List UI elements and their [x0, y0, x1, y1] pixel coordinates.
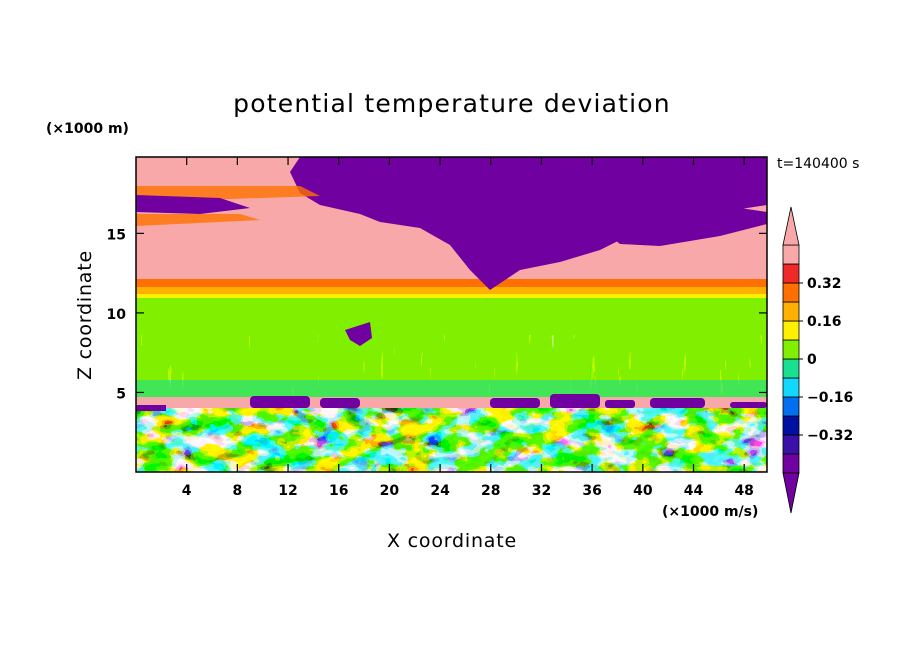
- red-stripe: [136, 279, 767, 287]
- colorbar-segment: [782, 301, 800, 322]
- mid-purple-blob: [345, 322, 372, 346]
- colorbar-segment: [782, 244, 800, 265]
- x-tick-label: 8: [232, 483, 242, 499]
- colorbar-segment: [782, 282, 800, 303]
- colorbar-segment: [782, 434, 800, 455]
- upper-left-streaks: [136, 186, 320, 226]
- x-ticks: 4 8 12 16 20 24 28 32 36 40 44 48: [182, 157, 754, 499]
- x-tick-label: 24: [430, 483, 450, 499]
- x-tick-label: 12: [278, 483, 297, 499]
- x-tick-label: 32: [532, 483, 551, 499]
- x-tick-label: 20: [380, 483, 400, 499]
- x-axis-label: X coordinate: [387, 530, 517, 552]
- y-axis-label: Z coordinate: [74, 250, 96, 380]
- x-unit-label: (×1000 m/s): [662, 504, 758, 520]
- y-tick-label: 10: [107, 307, 127, 323]
- pink-low-layer: [136, 397, 767, 408]
- heatmap-field: [136, 157, 767, 472]
- colorbar-label: 0.16: [807, 314, 842, 330]
- lower-turbulent-band: [136, 408, 767, 472]
- upper-purple-region: [290, 157, 767, 290]
- colorbar-segment: [782, 453, 800, 474]
- colorbar-segment: [782, 415, 800, 436]
- y-unit-label: (×1000 m): [46, 121, 129, 137]
- time-label: t=140400 s: [777, 156, 859, 172]
- y-tick-label: 15: [107, 227, 126, 243]
- colorbar-segment: [782, 339, 800, 360]
- colorbar-segment: [782, 263, 800, 284]
- orange-stripe: [136, 287, 767, 294]
- colorbar-extend-top: [782, 206, 800, 246]
- x-tick-label: 40: [633, 483, 653, 499]
- colorbar-label: 0.32: [807, 276, 842, 292]
- colorbar: 0.32 0.16 0 −0.16 −0.32: [782, 206, 853, 514]
- x-tick-label: 28: [481, 483, 500, 499]
- x-tick-label: 44: [684, 483, 704, 499]
- colorbar-label: −0.32: [807, 428, 853, 444]
- colorbar-segment: [782, 396, 800, 417]
- colorbar-label: 0: [807, 352, 817, 368]
- x-tick-label: 48: [734, 483, 753, 499]
- x-tick-label: 4: [182, 483, 192, 499]
- upper-left-purple-blob: [136, 195, 250, 214]
- colorbar-extend-bottom: [782, 472, 800, 514]
- colorbar-segment: [782, 358, 800, 379]
- colorbar-segment: [782, 320, 800, 341]
- colorbar-label: −0.16: [807, 390, 853, 406]
- y-ticks: 5 10 15: [107, 227, 767, 402]
- chart-title: potential temperature deviation: [233, 89, 671, 118]
- mid-lower-patch: [136, 380, 767, 397]
- y-tick-label: 5: [116, 386, 126, 402]
- upper-purple-region-right: [600, 208, 767, 246]
- low-purple-blobs: [136, 394, 767, 411]
- plot-frame: [135, 156, 768, 473]
- x-tick-label: 16: [329, 483, 348, 499]
- x-tick-label: 36: [582, 483, 601, 499]
- yellow-stripe: [136, 294, 767, 298]
- colorbar-segment: [782, 377, 800, 398]
